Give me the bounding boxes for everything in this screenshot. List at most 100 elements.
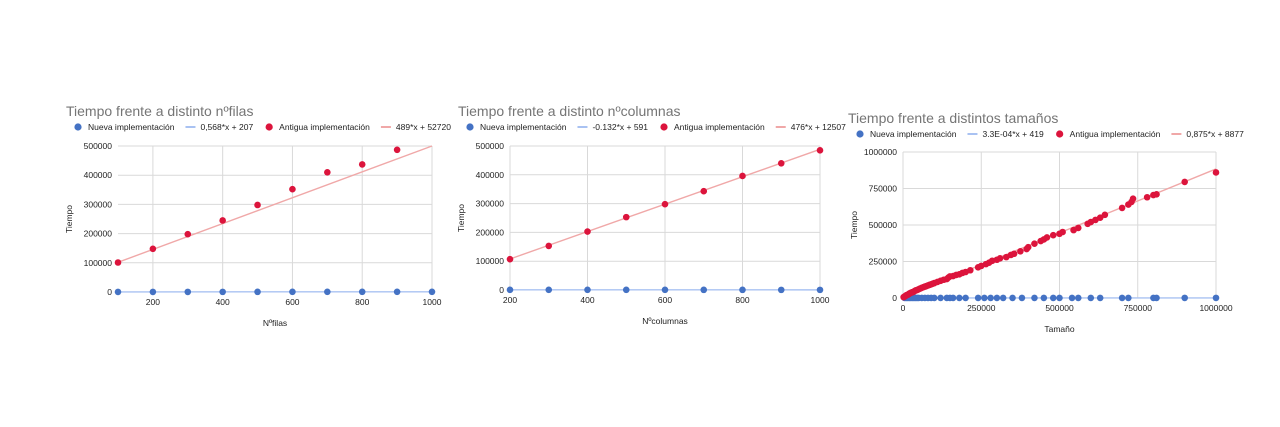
x-tick-label: 1000000 [1199,303,1232,313]
nueva-point [584,286,591,294]
nueva-point [149,288,157,296]
x-tick-label: 200 [503,295,517,305]
x-tick-label: 0 [901,303,906,313]
y-tick-label: 250000 [869,257,898,267]
y-tick-label: 200000 [476,227,505,237]
nueva-point [1031,294,1038,302]
nueva-point [987,294,994,302]
nueva-point [1056,294,1063,302]
x-tick-label: 600 [285,297,299,307]
antigua-point [1153,191,1160,198]
nueva-point [1074,294,1082,302]
nueva-point [1125,294,1132,302]
nueva-point [545,286,553,294]
nueva-point [219,288,226,296]
legend-marker-0 [466,123,474,131]
legend-label-1: 0,568*x + 207 [200,122,253,132]
nueva-point [981,294,988,302]
nueva-point [993,294,1001,302]
nueva-point [1153,294,1160,302]
antigua-point [1010,250,1018,258]
y-tick-label: 0 [499,285,504,295]
antigua-point [1129,195,1137,203]
x-tick-label: 250000 [967,303,996,313]
legend-label-2: Antigua implementación [674,122,765,132]
y-tick-label: 300000 [476,199,505,209]
x-tick-label: 500000 [1045,303,1074,313]
nueva-point [937,294,944,302]
antigua-point [584,228,591,235]
y-tick-label: 100000 [84,258,113,268]
y-tick-label: 750000 [869,184,898,194]
legend-label-1: 3.3E-04*x + 419 [982,129,1043,139]
chart-tamanos: Tiempo frente a distintos tamaños Nueva i… [842,107,1244,342]
nueva-point [254,288,261,296]
legend-label-3: 489*x + 52720 [396,122,451,132]
antigua-point [114,259,122,266]
antigua-point [393,146,401,154]
antigua-point [966,266,974,274]
antigua-point [1024,243,1032,251]
antigua-point [1049,231,1057,239]
antigua-point [661,200,669,208]
nueva-point [1009,294,1016,302]
antigua-point [219,217,226,224]
x-tick-label: 800 [355,297,369,307]
y-axis-title: Tiempo [849,211,859,239]
chart-filas: Tiempo frente a distinto nºfilas Nueva im… [60,100,451,332]
antigua-point [1017,247,1024,255]
antigua-point [1074,224,1082,232]
legend-label-1: -0.132*x + 591 [592,122,648,132]
antigua-point [184,230,192,238]
chart-title: Tiempo frente a distinto nºfilas [66,103,253,119]
y-tick-label: 500000 [84,141,113,151]
nueva-point [1018,294,1026,302]
y-tick-label: 0 [892,293,897,303]
antigua-point [545,242,553,250]
antigua-point [324,168,331,176]
x-tick-label: 750000 [1124,303,1153,313]
nueva-point [1096,294,1104,302]
y-tick-label: 0 [107,287,112,297]
nueva-point [393,288,401,296]
nueva-point [816,286,824,294]
legend-marker-0 [74,123,82,131]
antigua-point [816,147,824,154]
y-tick-label: 500000 [476,141,505,151]
y-axis-title: Tiempo [64,205,74,233]
y-tick-label: 200000 [84,229,113,239]
nueva-point [739,286,746,294]
antigua-point [506,255,514,263]
nueva-point [1181,294,1188,302]
chart-columnas-svg: Tiempo frente a distinto nºcolumnas Nueva… [456,103,846,326]
legend-marker-2 [265,123,273,131]
antigua-point [254,201,261,209]
antigua-point [289,185,296,193]
nueva-point [1049,294,1057,302]
nueva-point [962,294,969,302]
nueva-point [999,294,1007,302]
y-tick-label: 400000 [84,170,113,180]
nueva-point [949,294,957,302]
y-tick-label: 300000 [84,199,113,209]
nueva-point [358,288,366,296]
nueva-point [184,288,192,296]
x-tick-label: 400 [580,295,594,305]
x-tick-label: 200 [146,297,160,307]
antigua-point [1043,234,1051,241]
legend-marker-2 [1056,130,1064,138]
nueva-point [931,294,938,302]
y-tick-label: 1000000 [864,147,897,157]
antigua-point [358,161,366,168]
nueva-point [1212,294,1220,302]
antigua-point [1101,211,1109,219]
antigua-point [622,213,630,221]
nueva-point [289,288,296,296]
nueva-point [700,286,708,294]
chart-columnas: Tiempo frente a distinto nºcolumnas Nueva… [452,100,846,332]
legend-label-3: 0,875*x + 8877 [1186,129,1244,139]
nueva-point [1118,294,1126,302]
legend-label-3: 476*x + 12507 [791,122,846,132]
antigua-point [739,172,746,180]
chart-title: Tiempo frente a distintos tamaños [848,110,1058,126]
